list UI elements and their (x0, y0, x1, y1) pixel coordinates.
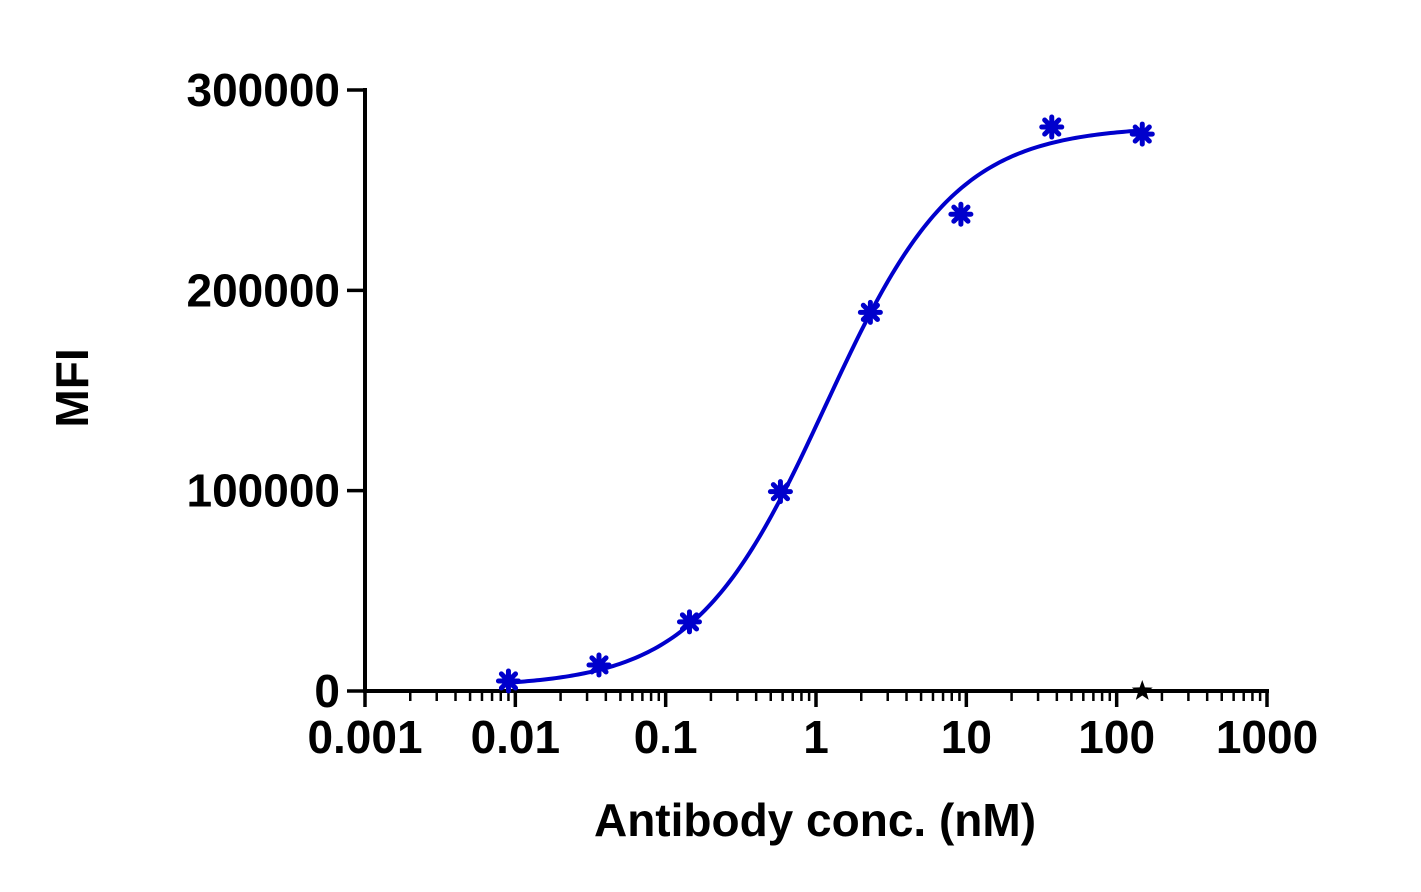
y-ticks: 0 100000 200000 300000 (187, 64, 365, 717)
data-point (948, 201, 974, 227)
x-tick-label: 0.1 (634, 711, 698, 763)
y-tick-label: 0 (314, 665, 340, 717)
y-tick-label: 100000 (187, 465, 341, 517)
data-point (1039, 114, 1065, 140)
x-tick-label: 1000 (1216, 711, 1318, 763)
x-axis-title: Antibody conc. (nM) (594, 794, 1036, 846)
y-tick-label: 300000 (187, 64, 341, 116)
x-tick-label: 1 (803, 711, 829, 763)
fit-layer (508, 128, 1143, 685)
data-point (586, 652, 612, 678)
data-point (1129, 121, 1155, 147)
x-ticks: 0.001 0.01 0.1 1 10 100 1000 (307, 691, 1318, 763)
data-point (767, 479, 793, 505)
y-axis-title: MFI (46, 348, 98, 427)
x-tick-label: 0.001 (307, 711, 422, 763)
x-tick-label: 100 (1078, 711, 1155, 763)
points-layer (495, 114, 1155, 700)
data-point (1131, 680, 1153, 700)
fit-curve (508, 128, 1143, 685)
x-tick-label: 0.01 (471, 711, 561, 763)
y-tick-label: 200000 (187, 264, 341, 316)
data-point (676, 609, 702, 635)
data-point (857, 299, 883, 325)
x-tick-label: 10 (941, 711, 992, 763)
axes (363, 88, 1269, 693)
data-point (495, 668, 521, 694)
